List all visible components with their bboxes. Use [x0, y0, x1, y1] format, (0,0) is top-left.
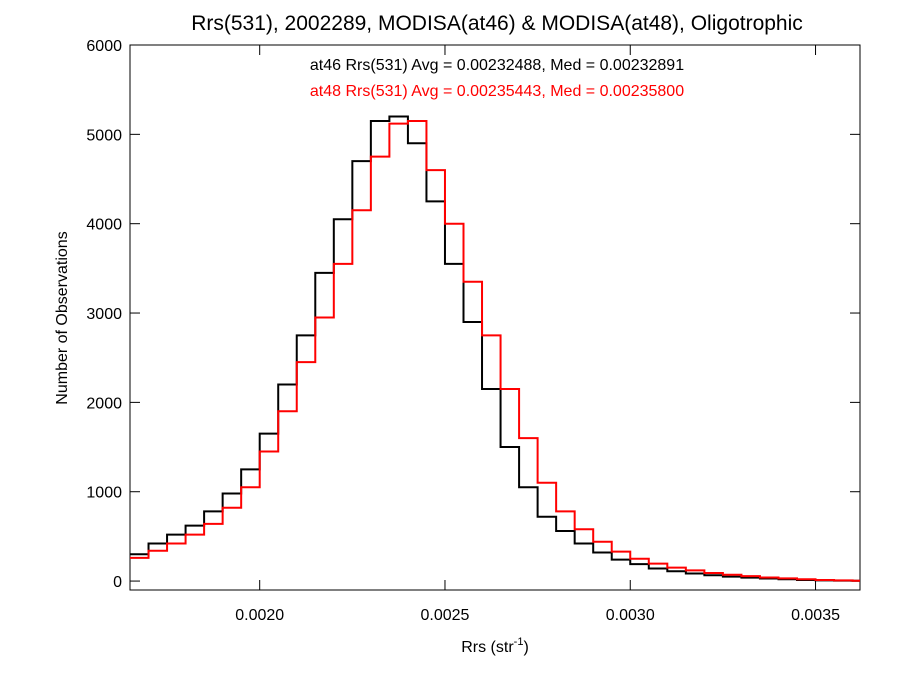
- y-tick-label: 6000: [86, 38, 122, 55]
- chart-title: Rrs(531), 2002289, MODISA(at46) & MODISA…: [191, 12, 803, 35]
- series-group: [130, 115, 860, 582]
- x-tick-label: 0.0025: [421, 607, 470, 624]
- x-tick-label: 0.0030: [606, 607, 655, 624]
- x-tick-label: 0.0035: [791, 607, 840, 624]
- y-tick-label: 4000: [86, 217, 122, 234]
- series-annotation-at46: at46 Rrs(531) Avg = 0.00232488, Med = 0.…: [310, 57, 684, 74]
- x-axis-label-base: Rrs (str: [461, 639, 514, 656]
- x-axis-label-end: ): [523, 639, 528, 656]
- y-tick-label: 2000: [86, 395, 122, 412]
- x-axis-label: Rrs (str-1): [461, 636, 529, 656]
- series-line-0: [130, 115, 860, 582]
- x-tick-label: 0.0020: [235, 607, 284, 624]
- y-tick-label: 3000: [86, 306, 122, 323]
- y-tick-label: 0: [113, 574, 122, 591]
- y-tick-label: 5000: [86, 127, 122, 144]
- tick-labels: 0.0020 0.0025 0.0030 0.0035 0 1000 2000 3000 400…: [86, 38, 840, 624]
- y-axis-label: Number of Observations: [54, 231, 71, 404]
- series-annotation-at48: at48 Rrs(531) Avg = 0.00235443, Med = 0.…: [310, 83, 684, 100]
- series-line-1: [130, 119, 860, 582]
- y-tick-label: 1000: [86, 485, 122, 502]
- plot-area: [129, 44, 861, 591]
- x-axis-label-sup: -1: [514, 636, 524, 648]
